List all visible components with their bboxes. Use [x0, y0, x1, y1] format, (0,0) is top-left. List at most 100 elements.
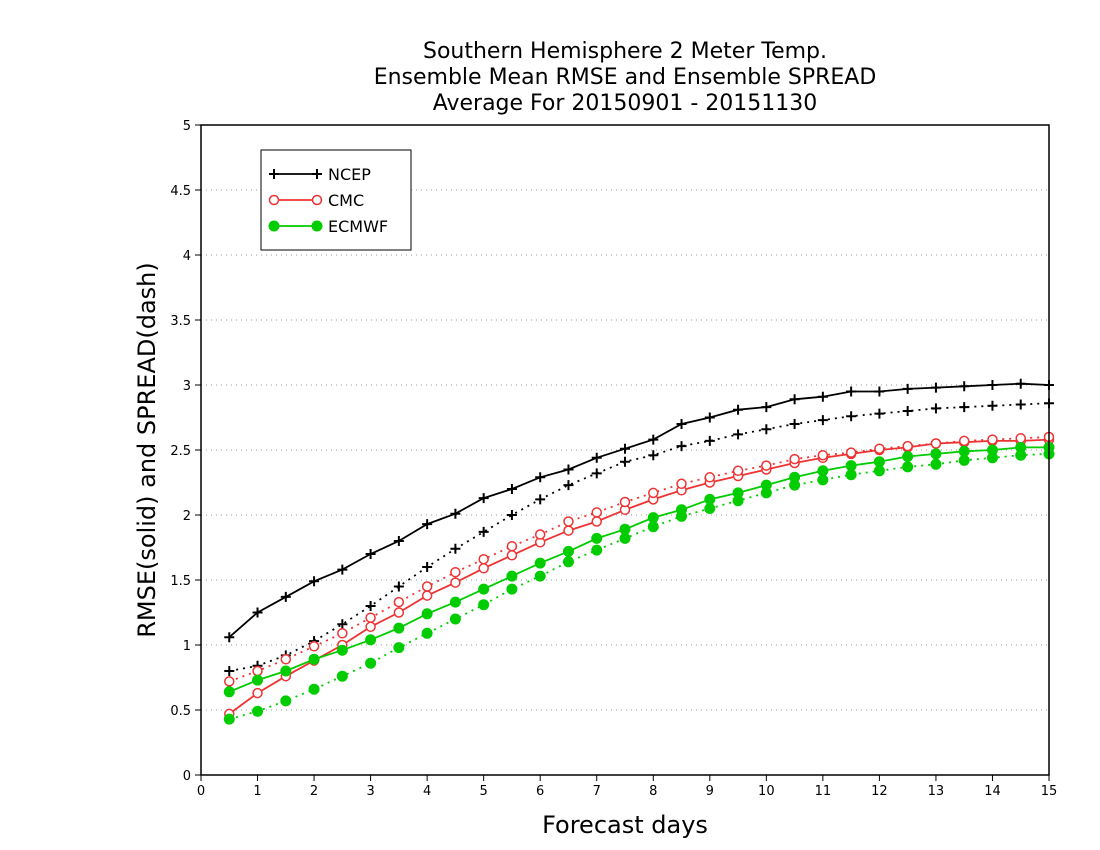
- series-1-point-19: [761, 424, 772, 435]
- series-1-point-26: [959, 402, 970, 413]
- series-1-point-22: [846, 411, 857, 422]
- series-1-point-12: [563, 480, 574, 491]
- series-2-point-12: [563, 525, 574, 536]
- x-tick-label-1: 1: [253, 784, 261, 799]
- series-3-point-17: [704, 472, 716, 483]
- y-tick-label-4: 2: [183, 509, 191, 524]
- x-tick-label-8: 8: [649, 784, 657, 799]
- x-tick-label-12: 12: [871, 784, 888, 799]
- y-tick-label-1: 0.5: [170, 704, 191, 719]
- series-4-point-12: [562, 545, 574, 557]
- series-1-point-4: [337, 619, 348, 630]
- y-tick-label-3: 1.5: [170, 574, 191, 589]
- series-4-point-10: [506, 570, 518, 582]
- x-axis-ticks: 0 1 2 3 4 5 6 7 8 9 10 11 12 13 14 15: [197, 775, 1057, 799]
- series-2-point-10: [506, 550, 518, 561]
- series-5-point-6: [393, 642, 405, 654]
- series-4-point-8: [449, 596, 461, 608]
- x-tick-label-0: 0: [197, 784, 205, 799]
- series-0-point-13: [591, 452, 602, 463]
- series-3-point-10: [506, 540, 518, 552]
- series-0: [224, 378, 1054, 643]
- series-0-point-20: [789, 394, 800, 405]
- series-0-line: [228, 382, 1050, 638]
- chart-title-line-2: Ensemble Mean RMSE and Ensemble SPREAD: [374, 65, 877, 90]
- series-3-point-11: [534, 529, 546, 540]
- series-3-point-22: [845, 447, 857, 458]
- legend-label-0: NCEP: [328, 165, 371, 184]
- series-4-point-3: [308, 653, 320, 665]
- series-4-point-2: [280, 665, 292, 677]
- series-0-point-6: [393, 536, 404, 546]
- series-2-point-7: [421, 590, 433, 601]
- series-1-point-28: [1015, 399, 1026, 410]
- series-4-point-1: [252, 674, 264, 686]
- series-5-point-16: [676, 510, 688, 522]
- series-5-point-25: [930, 458, 942, 470]
- chart-title-line-1: Southern Hemisphere 2 Meter Temp.: [423, 39, 827, 64]
- series-3-point-12: [563, 516, 574, 527]
- series-4-point-22: [845, 460, 857, 472]
- series-1-point-9: [478, 526, 489, 537]
- series-5-point-4: [336, 670, 348, 682]
- series-0-point-1: [252, 607, 263, 618]
- legend-marker-start-2: [268, 194, 280, 206]
- series-0-point-0: [224, 632, 235, 643]
- series-5-point-10: [506, 583, 518, 595]
- y-tick-label-2: 1: [183, 639, 191, 654]
- series-0-point-7: [422, 519, 433, 530]
- series-5-point-7: [421, 627, 433, 639]
- series-0-point-25: [930, 382, 941, 393]
- x-tick-label-6: 6: [536, 784, 544, 799]
- x-axis-label: Forecast days: [542, 811, 708, 839]
- x-tick-label-14: 14: [984, 784, 1001, 799]
- legend-items: NCEP CMC ECMWF: [268, 165, 388, 236]
- series-5-point-18: [732, 495, 744, 507]
- series-5-point-22: [845, 469, 857, 481]
- series-1-point-17: [704, 435, 715, 446]
- series-4-point-24: [902, 451, 914, 462]
- series-5-point-19: [760, 487, 772, 499]
- series-1-point-24: [902, 406, 913, 416]
- series-1-point-20: [789, 419, 800, 429]
- series-5-point-14: [619, 532, 631, 544]
- series-2-point-6: [393, 607, 405, 618]
- series-3-point-23: [874, 443, 885, 454]
- series-0-point-5: [365, 549, 376, 559]
- series-4: [223, 441, 1055, 698]
- series-3-point-14: [619, 496, 631, 508]
- series-4-point-14: [619, 523, 631, 535]
- series-1-point-25: [930, 403, 941, 414]
- series-4-point-5: [365, 634, 377, 646]
- series-5-point-15: [647, 521, 659, 533]
- series-1-point-16: [676, 441, 687, 452]
- series-0-point-26: [959, 381, 970, 392]
- series-3-point-2: [280, 654, 292, 665]
- series-3-point-28: [1015, 433, 1026, 444]
- series-3-point-21: [817, 449, 829, 461]
- series-5-point-9: [478, 599, 490, 611]
- series-3-point-8: [450, 566, 461, 578]
- series-1-point-6: [393, 581, 404, 592]
- series-1-point-8: [450, 543, 461, 554]
- y-tick-label-9: 4.5: [170, 184, 191, 199]
- series-2-point-5: [365, 621, 376, 633]
- series-0-point-28: [1015, 378, 1026, 389]
- series-4-point-0: [223, 686, 235, 698]
- y-axis-ticks: 0 0.5 1 1.5 2 2.5 3 3.5 4 4.5 5: [170, 119, 201, 784]
- series-3-point-26: [958, 435, 970, 447]
- series-3-point-6: [393, 596, 405, 608]
- series-5-point-0: [223, 713, 235, 725]
- series-5-point-3: [308, 683, 320, 695]
- series-3-point-18: [732, 465, 744, 477]
- series-0-point-23: [874, 386, 885, 397]
- series-0-point-19: [761, 402, 772, 413]
- x-tick-label-2: 2: [310, 784, 318, 799]
- legend-label-4: ECMWF: [328, 217, 388, 236]
- series-5-point-11: [534, 570, 546, 582]
- x-tick-label-5: 5: [480, 784, 488, 799]
- x-tick-label-9: 9: [706, 784, 714, 799]
- series-3: [224, 431, 1055, 687]
- legend-marker-start-4: [268, 220, 280, 232]
- legend-marker-end-4: [311, 220, 323, 232]
